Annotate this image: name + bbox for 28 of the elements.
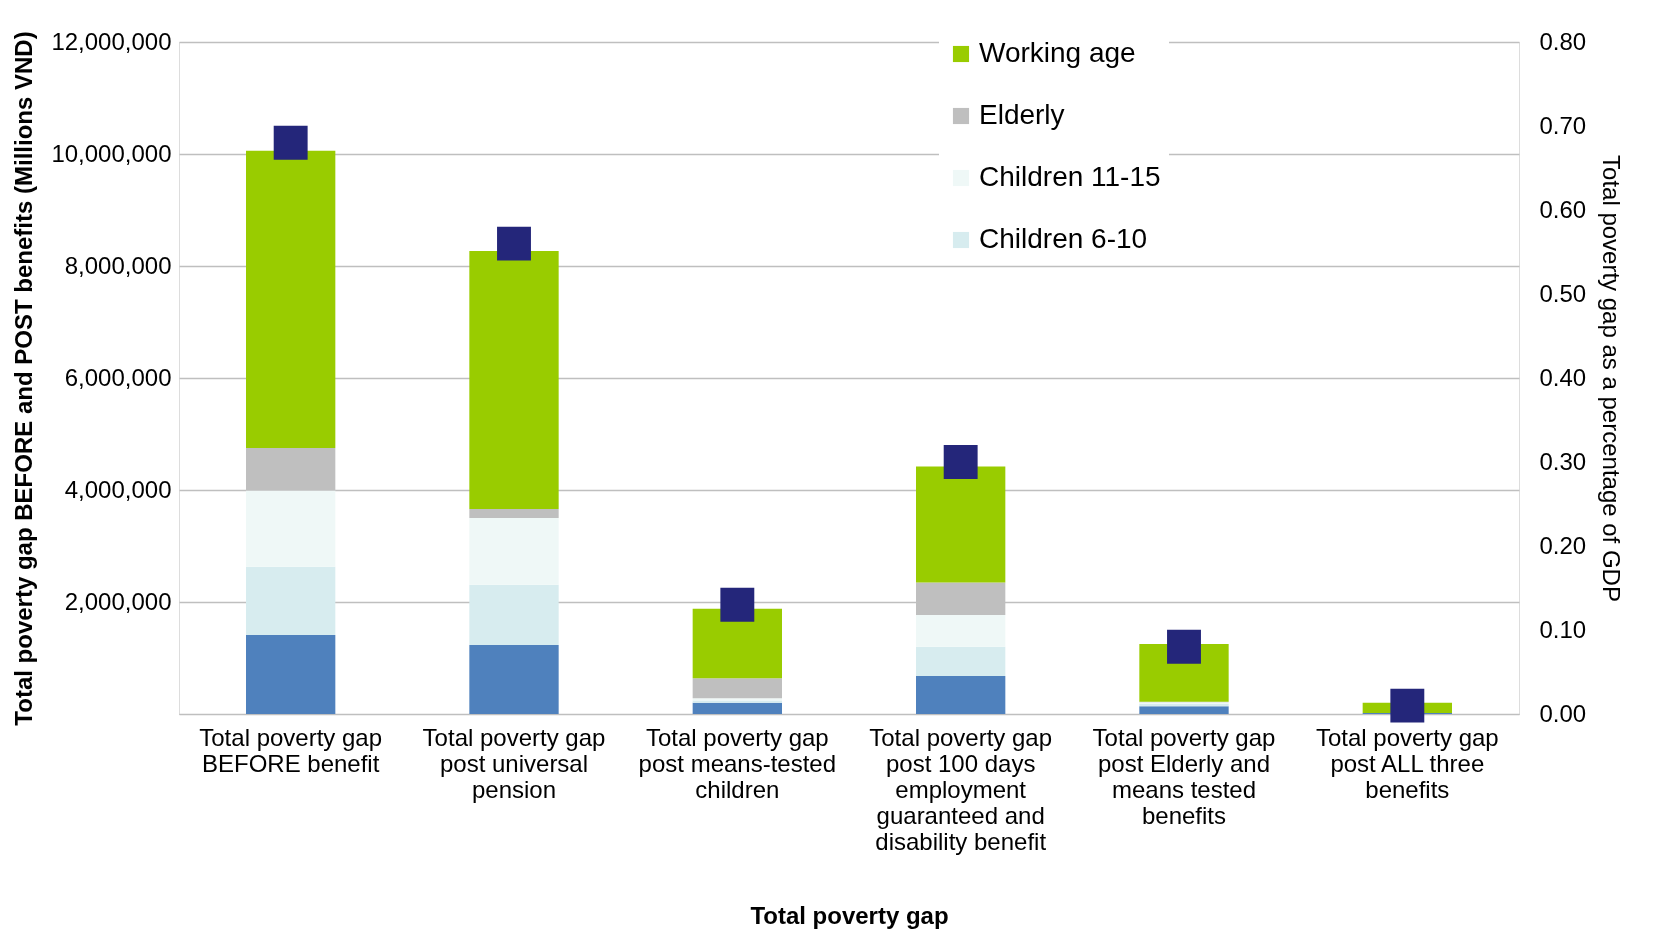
x-axis-title: Total poverty gap [750,901,949,929]
legend-label: Working age [979,37,1136,68]
y-tick-label: 10,000,000 [51,139,172,167]
y-tick-label: 4,000,000 [64,475,172,503]
y-tick-label: 8,000,000 [64,251,172,279]
y2-axis-title: Total poverty gap as a percentage of GDP [1598,155,1626,602]
y-axis-title: Total poverty gap BEFORE and POST benefits (Millions VND) [10,31,38,726]
legend-label: Children 6-10 [979,223,1148,254]
y2-tick-label: 0.70 [1539,111,1587,139]
legend-label: Children 11-15 [979,161,1161,192]
y-tick-label: 6,000,000 [64,363,172,391]
y2-tick-label: 0.00 [1539,699,1587,727]
x-tick-label: Total poverty gap post ALL three benefits [1315,723,1499,803]
y-tick-label: 2,000,000 [64,587,172,615]
x-tick-label: Total poverty gap post Elderly and means tested benefits [1092,723,1276,829]
y2-tick-label: 0.80 [1539,27,1587,55]
y2-tick-label: 0.50 [1539,279,1587,307]
x-tick-label: Total poverty gap post means-tested children [638,723,837,803]
legend-label: Elderly [979,99,1065,130]
y-tick-label: 12,000,000 [51,27,172,55]
y2-tick-label: 0.20 [1539,531,1587,559]
y2-tick-label: 0.10 [1539,615,1587,643]
x-tick-label: Total poverty gap post universal pension [422,723,606,803]
y2-tick-label: 0.40 [1539,363,1587,391]
y2-tick-label: 0.60 [1539,195,1587,223]
x-tick-label: Total poverty gap BEFORE benefit [199,723,383,777]
y2-tick-label: 0.30 [1539,447,1587,475]
x-tick-label: Total poverty gap post 100 days employment guaranteed and disability benefit [869,723,1053,855]
